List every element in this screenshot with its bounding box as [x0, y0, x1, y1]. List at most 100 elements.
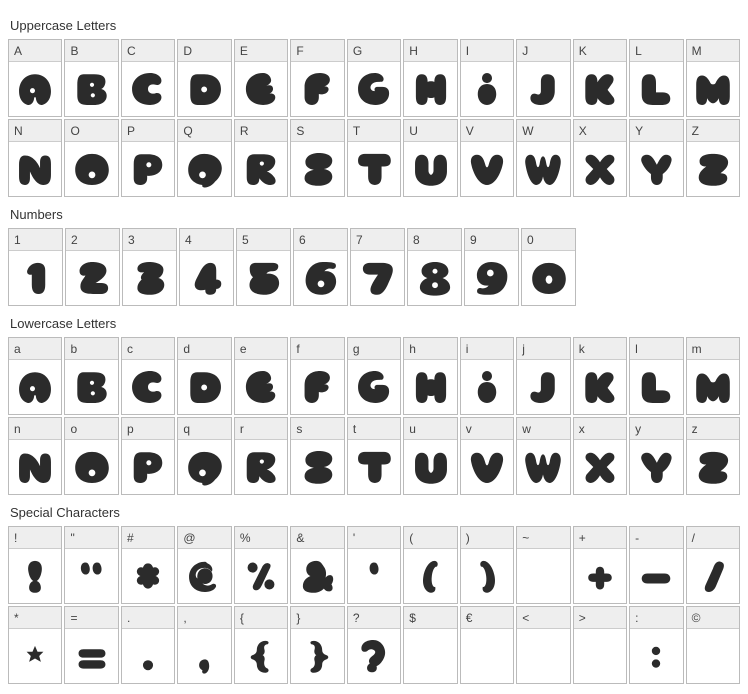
glyph-cell[interactable]: Z [686, 119, 740, 197]
glyph-cell[interactable]: ? [347, 606, 401, 684]
glyph-cell[interactable]: U [403, 119, 457, 197]
glyph-cell[interactable]: = [64, 606, 118, 684]
glyph-label: Z [687, 120, 739, 142]
glyph-cell[interactable]: @ [177, 526, 231, 604]
glyph-cell[interactable]: } [290, 606, 344, 684]
glyph-cell[interactable]: z [686, 417, 740, 495]
glyph-cell[interactable]: o [64, 417, 118, 495]
glyph-cell[interactable]: L [629, 39, 683, 117]
glyph-cell[interactable]: < [516, 606, 570, 684]
glyph-cell[interactable]: E [234, 39, 288, 117]
glyph-cell[interactable]: 7 [350, 228, 405, 306]
glyph-cell[interactable]: ~ [516, 526, 570, 604]
glyph-cell[interactable]: j [516, 337, 570, 415]
glyph-cell[interactable]: , [177, 606, 231, 684]
glyph-cell[interactable]: B [64, 39, 118, 117]
glyph-cell[interactable]: 3 [122, 228, 177, 306]
glyph-cell[interactable]: F [290, 39, 344, 117]
glyph-cell[interactable]: % [234, 526, 288, 604]
glyph-cell[interactable]: D [177, 39, 231, 117]
glyph-cell[interactable]: g [347, 337, 401, 415]
glyph-cell[interactable]: # [121, 526, 175, 604]
glyph-cell[interactable]: $ [403, 606, 457, 684]
glyph-cell[interactable]: v [460, 417, 514, 495]
glyph-cell[interactable]: C [121, 39, 175, 117]
glyph-cell[interactable]: r [234, 417, 288, 495]
glyph-cell[interactable]: K [573, 39, 627, 117]
glyph-cell[interactable]: 9 [464, 228, 519, 306]
glyph-cell[interactable]: x [573, 417, 627, 495]
glyph-cell[interactable]: d [177, 337, 231, 415]
glyph-cell[interactable]: € [460, 606, 514, 684]
glyph-cell[interactable]: * [8, 606, 62, 684]
glyph-cell[interactable]: l [629, 337, 683, 415]
glyph-cell[interactable]: ! [8, 526, 62, 604]
glyph-preview [351, 251, 404, 305]
glyph-cell[interactable]: 4 [179, 228, 234, 306]
glyph-cell[interactable]: q [177, 417, 231, 495]
glyph-cell[interactable]: m [686, 337, 740, 415]
glyph-cell[interactable]: s [290, 417, 344, 495]
numbers-row: 1234567890 [8, 228, 740, 306]
glyph-preview [291, 629, 343, 683]
glyph-cell[interactable]: I [460, 39, 514, 117]
glyph-cell[interactable]: N [8, 119, 62, 197]
glyph-cell[interactable]: G [347, 39, 401, 117]
glyph-cell[interactable]: / [686, 526, 740, 604]
glyph-cell[interactable]: J [516, 39, 570, 117]
glyph-preview [461, 360, 513, 414]
glyph-cell[interactable]: f [290, 337, 344, 415]
glyph-label: V [461, 120, 513, 142]
glyph-cell[interactable]: u [403, 417, 457, 495]
glyph-label: Y [630, 120, 682, 142]
glyph-cell[interactable]: Y [629, 119, 683, 197]
glyph-cell[interactable]: e [234, 337, 288, 415]
glyph-cell[interactable]: P [121, 119, 175, 197]
glyph-cell[interactable]: Q [177, 119, 231, 197]
glyph-cell[interactable]: n [8, 417, 62, 495]
glyph-cell[interactable]: T [347, 119, 401, 197]
glyph-cell[interactable]: ( [403, 526, 457, 604]
glyph-cell[interactable]: W [516, 119, 570, 197]
glyph-cell[interactable]: 0 [521, 228, 576, 306]
glyph-preview [123, 251, 176, 305]
glyph-cell[interactable]: 1 [8, 228, 63, 306]
glyph-cell[interactable]: p [121, 417, 175, 495]
glyph-cell[interactable]: i [460, 337, 514, 415]
glyph-cell[interactable]: 6 [293, 228, 348, 306]
glyph-preview [291, 142, 343, 196]
glyph-preview [574, 142, 626, 196]
glyph-cell[interactable]: 5 [236, 228, 291, 306]
glyph-cell[interactable]: t [347, 417, 401, 495]
glyph-cell[interactable]: ' [347, 526, 401, 604]
glyph-cell[interactable]: { [234, 606, 288, 684]
glyph-cell[interactable]: 8 [407, 228, 462, 306]
glyph-preview [687, 629, 739, 683]
glyph-cell[interactable]: k [573, 337, 627, 415]
glyph-cell[interactable]: & [290, 526, 344, 604]
glyph-cell[interactable]: R [234, 119, 288, 197]
glyph-cell[interactable]: © [686, 606, 740, 684]
glyph-cell[interactable]: h [403, 337, 457, 415]
glyph-cell[interactable]: " [64, 526, 118, 604]
glyph-cell[interactable]: : [629, 606, 683, 684]
glyph-cell[interactable]: > [573, 606, 627, 684]
glyph-cell[interactable]: w [516, 417, 570, 495]
glyph-cell[interactable]: A [8, 39, 62, 117]
glyph-cell[interactable]: y [629, 417, 683, 495]
glyph-cell[interactable]: a [8, 337, 62, 415]
glyph-cell[interactable]: - [629, 526, 683, 604]
glyph-cell[interactable]: + [573, 526, 627, 604]
glyph-cell[interactable]: H [403, 39, 457, 117]
glyph-cell[interactable]: X [573, 119, 627, 197]
glyph-cell[interactable]: . [121, 606, 175, 684]
glyph-cell[interactable]: 2 [65, 228, 120, 306]
glyph-cell[interactable]: M [686, 39, 740, 117]
glyph-cell[interactable]: b [64, 337, 118, 415]
glyph-preview [517, 549, 569, 603]
glyph-cell[interactable]: c [121, 337, 175, 415]
glyph-cell[interactable]: O [64, 119, 118, 197]
glyph-cell[interactable]: ) [460, 526, 514, 604]
glyph-cell[interactable]: S [290, 119, 344, 197]
glyph-cell[interactable]: V [460, 119, 514, 197]
